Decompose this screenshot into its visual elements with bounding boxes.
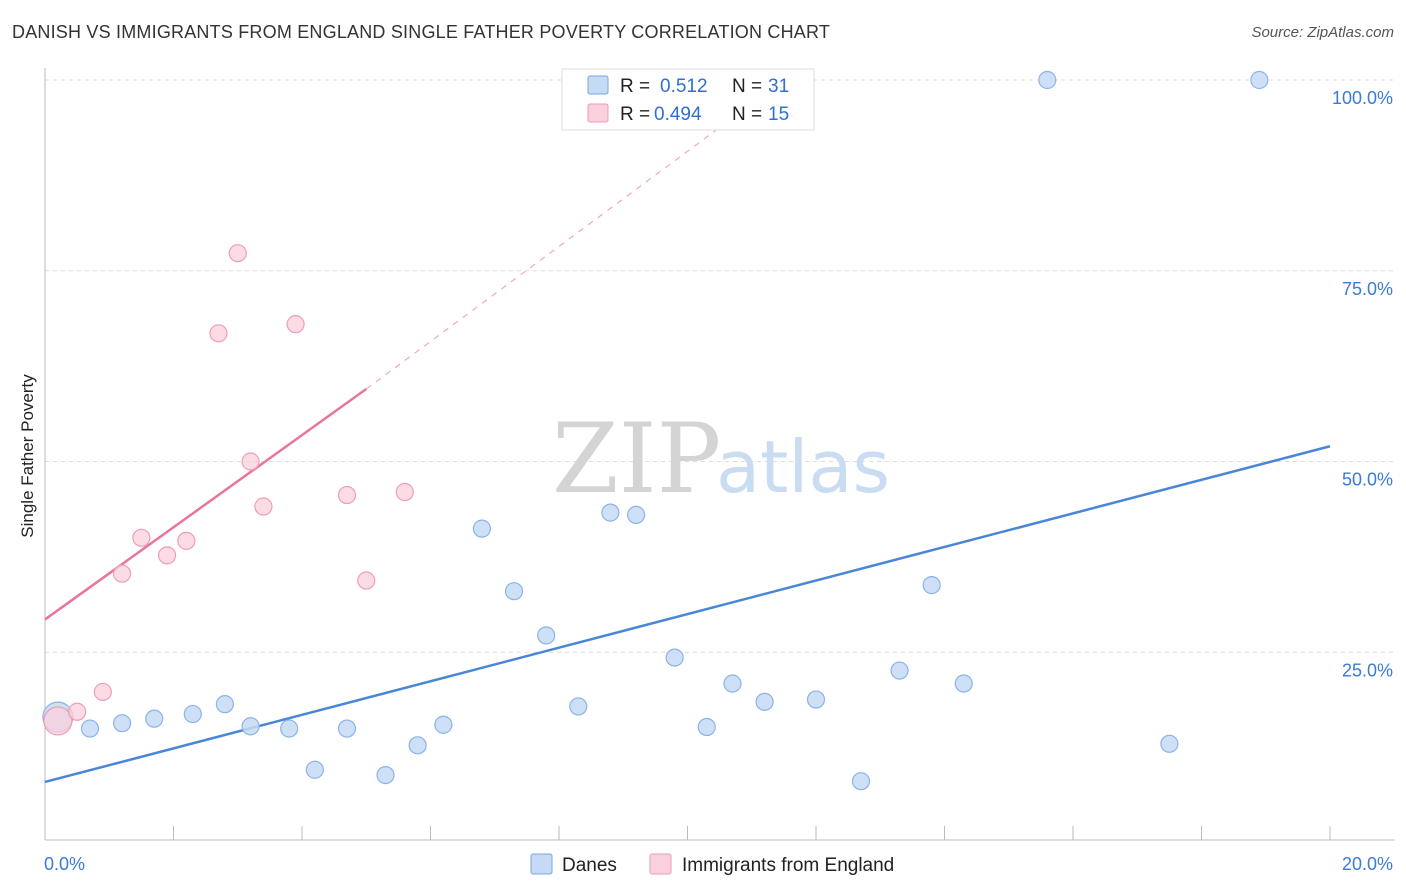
legend-bottom-swatch-danes	[530, 853, 553, 875]
legend-n-value: 31	[768, 76, 789, 97]
point-danes	[215, 695, 234, 714]
point-danes	[601, 503, 620, 522]
point-england	[241, 452, 260, 471]
point-danes	[1250, 70, 1269, 90]
legend-n-label: N =	[732, 104, 762, 125]
point-england	[68, 702, 87, 721]
point-danes	[305, 760, 324, 779]
legend-bottom-label-danes: Danes	[562, 855, 617, 876]
point-danes	[183, 704, 202, 724]
point-england	[177, 531, 196, 550]
gridlines	[45, 79, 1395, 653]
legend-top: R = 0.512 N = 31 R = 0.494 N = 15	[561, 68, 815, 131]
watermark-zip: ZIP	[552, 403, 721, 515]
y-tick-label: 75.0%	[1342, 279, 1393, 299]
point-danes	[241, 717, 260, 736]
point-england	[228, 244, 247, 263]
y-tick-label: 50.0%	[1342, 470, 1393, 490]
point-england	[132, 528, 151, 547]
legend-swatch-danes	[587, 75, 609, 95]
point-danes	[408, 736, 427, 755]
point-england	[286, 315, 305, 334]
point-danes	[1038, 70, 1057, 90]
point-danes	[723, 674, 742, 693]
data-points	[42, 70, 1269, 791]
point-danes	[806, 690, 826, 709]
point-danes	[472, 519, 491, 538]
legend-r-label: R =	[620, 104, 650, 125]
point-danes	[665, 648, 684, 667]
point-danes	[569, 697, 588, 716]
legend-swatch-england	[587, 103, 609, 123]
point-danes	[954, 674, 973, 693]
legend-bottom: Danes Immigrants from England	[530, 853, 894, 876]
legend-bottom-label-england: Immigrants from England	[682, 855, 894, 876]
point-danes	[337, 719, 357, 738]
y-tick-label: 100.0%	[1332, 88, 1393, 108]
point-danes	[851, 772, 871, 791]
y-tick-label: 25.0%	[1342, 660, 1393, 680]
y-axis-title: Single Father Poverty	[18, 374, 37, 538]
x-tick-label: 0.0%	[44, 854, 85, 874]
point-england	[43, 706, 73, 736]
chart-title: DANISH VS IMMIGRANTS FROM ENGLAND SINGLE…	[12, 22, 831, 42]
point-danes	[755, 692, 774, 711]
watermark: ZIP atlas	[552, 403, 890, 515]
legend-bottom-swatch-england	[649, 853, 672, 875]
point-danes	[112, 714, 132, 733]
point-england	[357, 571, 376, 590]
point-england	[337, 485, 357, 505]
legend-r-value: 0.512	[660, 76, 708, 97]
trend-line-extension	[365, 79, 785, 390]
x-tick-label: 20.0%	[1342, 854, 1393, 874]
point-england	[209, 324, 228, 343]
point-england	[93, 682, 112, 702]
point-danes	[537, 626, 556, 645]
point-danes	[890, 661, 909, 680]
legend-r-label: R =	[620, 76, 650, 97]
point-danes	[280, 719, 299, 738]
point-danes	[376, 765, 395, 785]
point-danes	[1160, 734, 1179, 753]
point-england	[395, 482, 414, 502]
point-england	[112, 564, 132, 583]
point-england	[254, 497, 273, 516]
legend-n-value: 15	[768, 104, 789, 125]
point-danes	[434, 715, 453, 734]
point-danes	[80, 719, 100, 738]
point-england	[157, 546, 177, 565]
point-danes	[145, 709, 164, 728]
point-danes	[504, 582, 524, 601]
watermark-atlas: atlas	[716, 425, 890, 509]
point-danes	[697, 717, 716, 737]
trend-line	[44, 387, 367, 621]
tick-labels: 25.0% 50.0% 75.0% 100.0% 0.0% 20.0%	[44, 88, 1393, 874]
legend-n-label: N =	[732, 76, 762, 97]
point-danes	[626, 505, 646, 525]
chart-source: Source: ZipAtlas.com	[1251, 24, 1394, 41]
point-danes	[922, 576, 941, 595]
legend-r-value: 0.494	[654, 104, 702, 125]
